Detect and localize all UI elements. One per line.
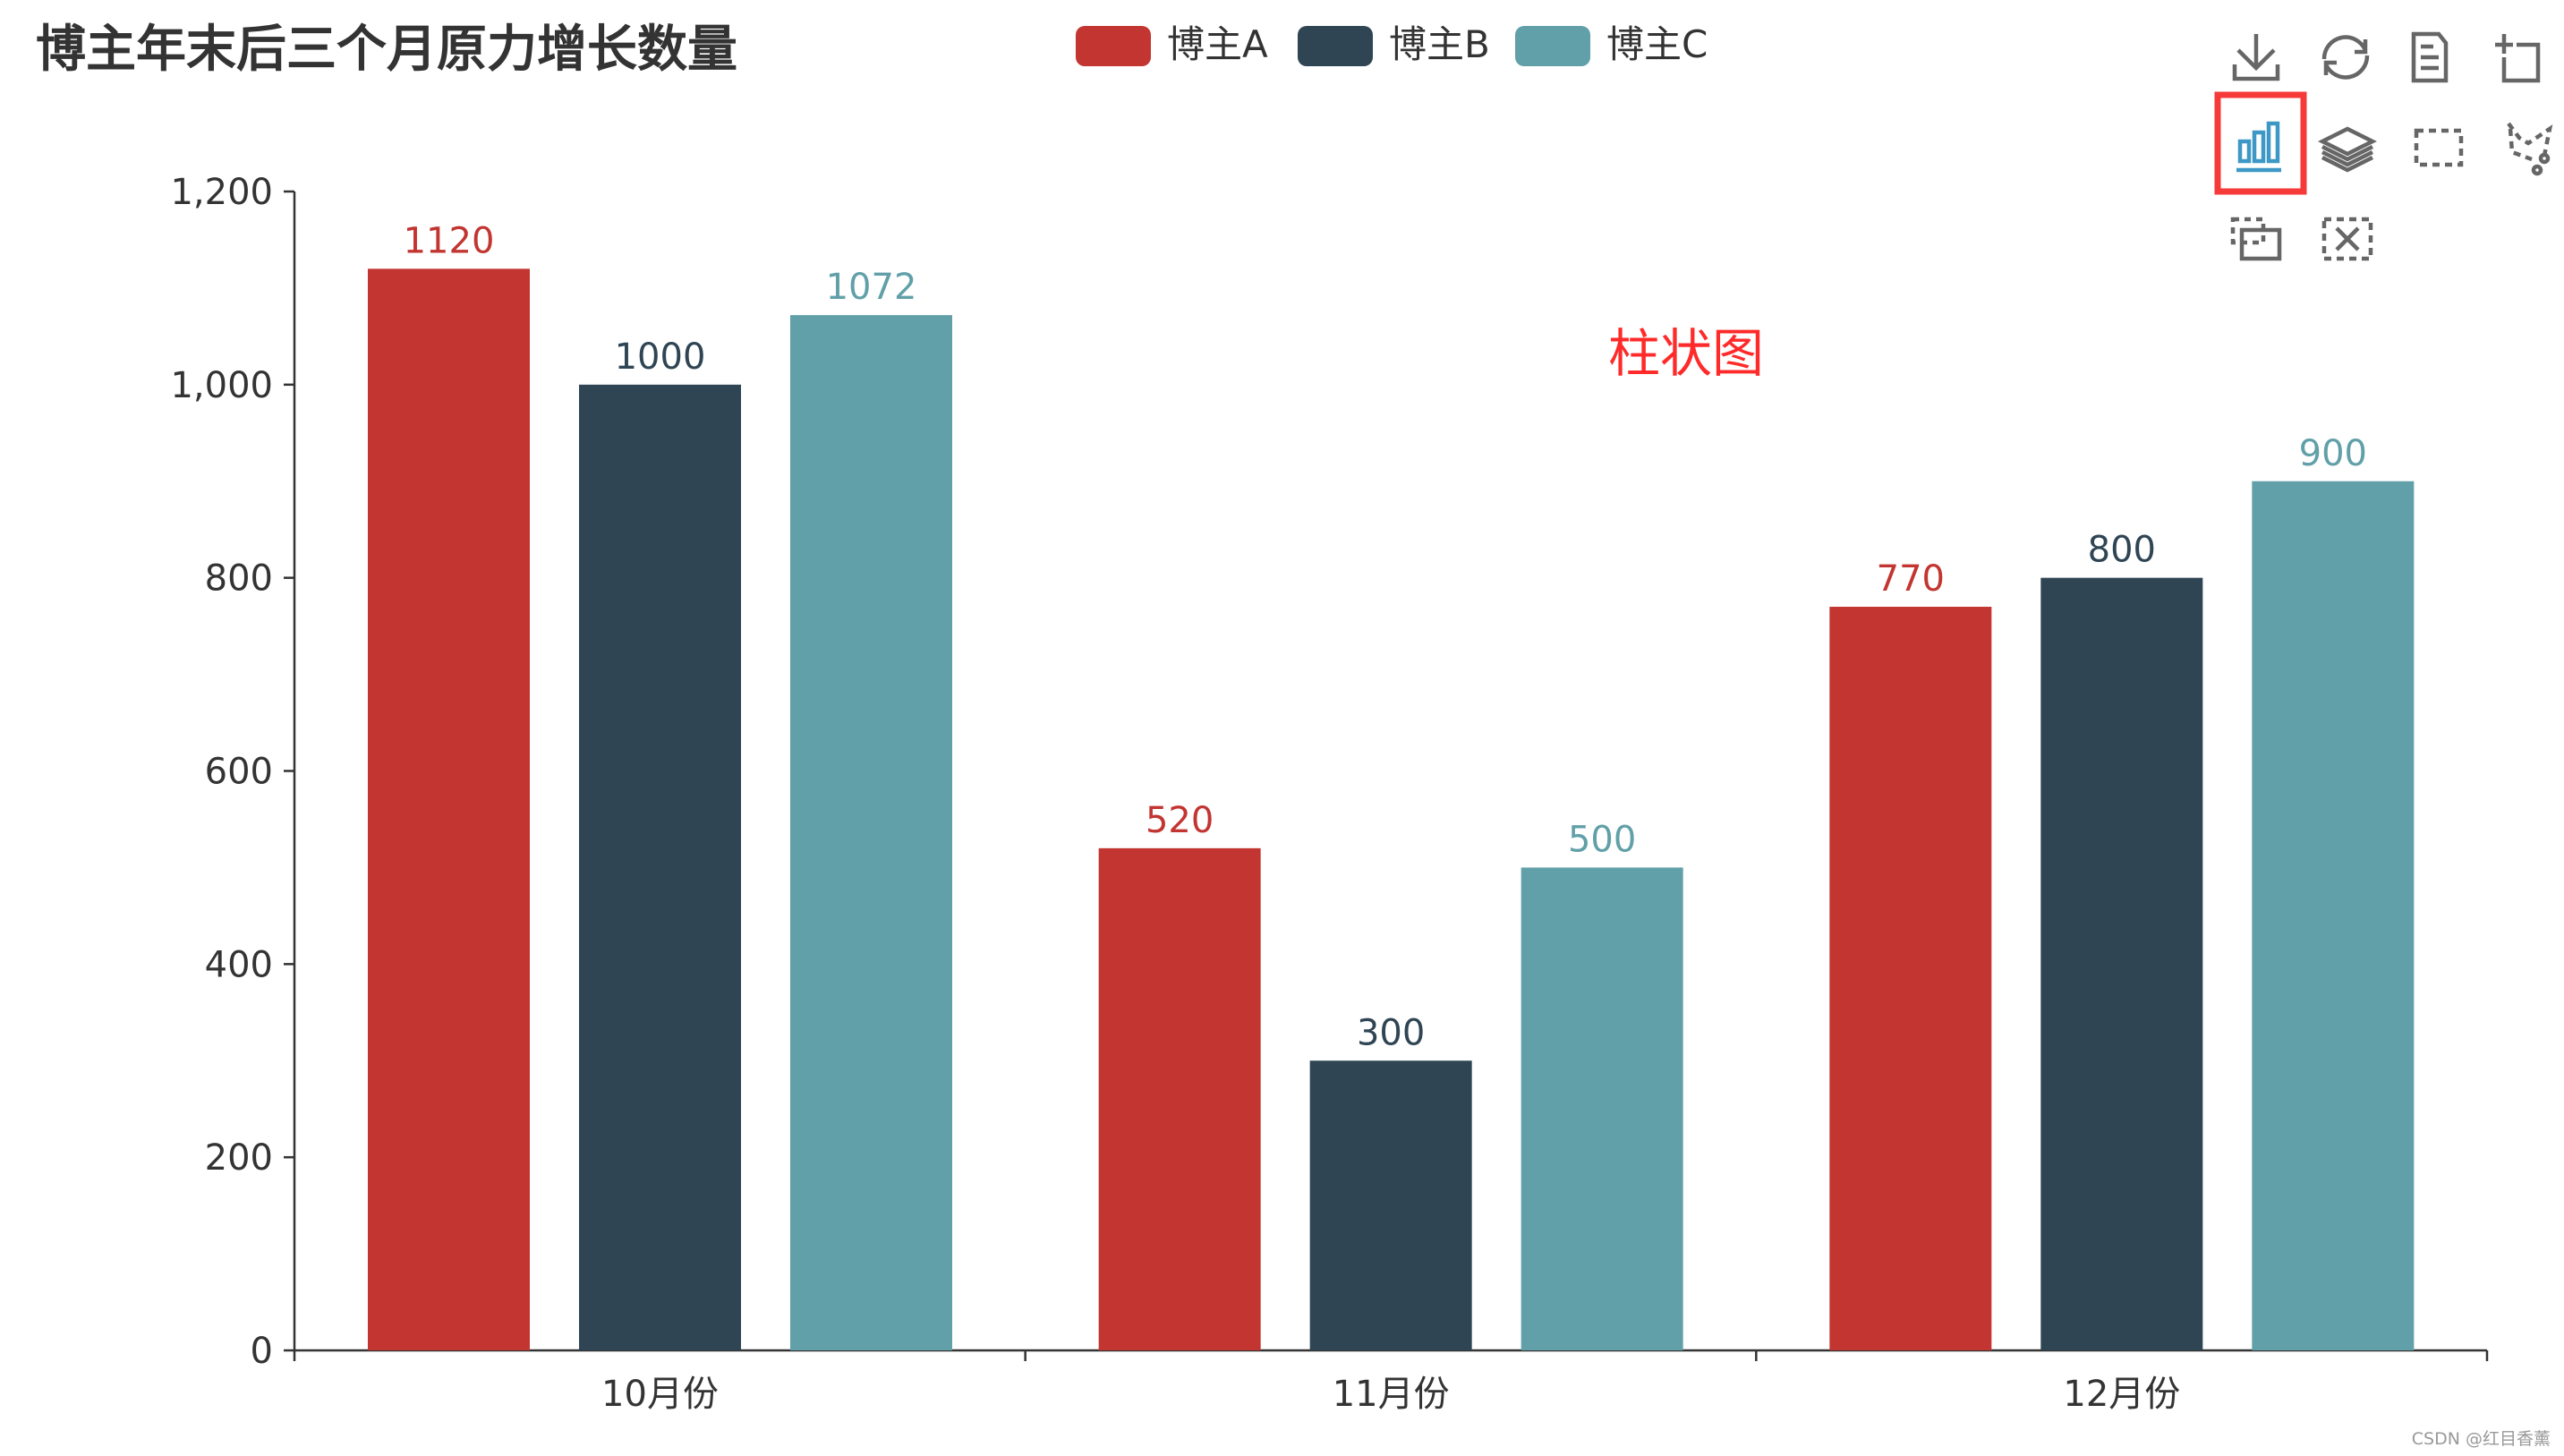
chart-title: 博主年末后三个月原力增长数量: [36, 21, 737, 79]
bar: [1521, 867, 1683, 1350]
bar: [1309, 1060, 1472, 1350]
y-tick-label: 200: [205, 1137, 273, 1179]
toolbox: [2214, 31, 2553, 261]
y-tick-label: 0: [251, 1331, 273, 1372]
y-tick-label: 800: [205, 558, 273, 600]
y-tick-label: 1,200: [170, 172, 273, 213]
data-label: 800: [2088, 530, 2156, 571]
bar: [790, 315, 952, 1351]
download-icon[interactable]: [2232, 34, 2280, 81]
bar: [1098, 847, 1261, 1350]
keep-select-icon[interactable]: [2230, 217, 2282, 261]
y-tick-label: 1,000: [170, 365, 273, 406]
x-tick-label: 12月份: [2063, 1374, 2180, 1415]
legend-swatch: [1515, 26, 1590, 66]
lasso-select-icon[interactable]: [2507, 122, 2553, 176]
stack-icon[interactable]: [2317, 126, 2378, 173]
watermark: CSDN @红目香薰: [2412, 1429, 2551, 1449]
bar: [2040, 577, 2203, 1350]
data-label: 520: [1146, 800, 1214, 841]
bar: [368, 268, 530, 1350]
refresh-icon[interactable]: [2321, 35, 2370, 80]
bar: [579, 384, 741, 1350]
rect-select-icon[interactable]: [2414, 128, 2464, 167]
data-label: 1120: [404, 220, 495, 261]
legend-label: 博主A: [1167, 22, 1268, 66]
legend-label: 博主C: [1606, 22, 1708, 66]
data-view-icon[interactable]: [2411, 31, 2449, 83]
y-tick-label: 600: [205, 752, 273, 793]
data-label: 770: [1877, 558, 1945, 600]
legend: 博主A 博主B 博主C: [1076, 22, 1708, 66]
legend-label: 博主B: [1389, 22, 1490, 66]
y-tick-label: 400: [205, 944, 273, 985]
legend-swatch: [1298, 26, 1373, 66]
active-tool-highlight: [2214, 91, 2307, 195]
x-tick-label: 11月份: [1333, 1374, 1450, 1415]
bars: 1120 1000 1072 520 300 500 770 800 900: [368, 220, 2415, 1351]
annotation-label: 柱状图: [1608, 323, 1764, 384]
data-label: 1072: [826, 267, 917, 308]
bar: [1829, 607, 1992, 1350]
data-label: 900: [2299, 433, 2367, 474]
data-label: 500: [1568, 819, 1636, 860]
clear-select-icon[interactable]: [2321, 217, 2373, 261]
bar-chart-icon[interactable]: [2236, 121, 2281, 173]
bar: [2252, 481, 2415, 1350]
data-label: 300: [1357, 1012, 1425, 1053]
x-tick-label: 10月份: [601, 1374, 719, 1415]
legend-swatch: [1076, 26, 1151, 66]
data-label: 1000: [615, 336, 706, 378]
zoom-icon[interactable]: [2495, 34, 2541, 83]
